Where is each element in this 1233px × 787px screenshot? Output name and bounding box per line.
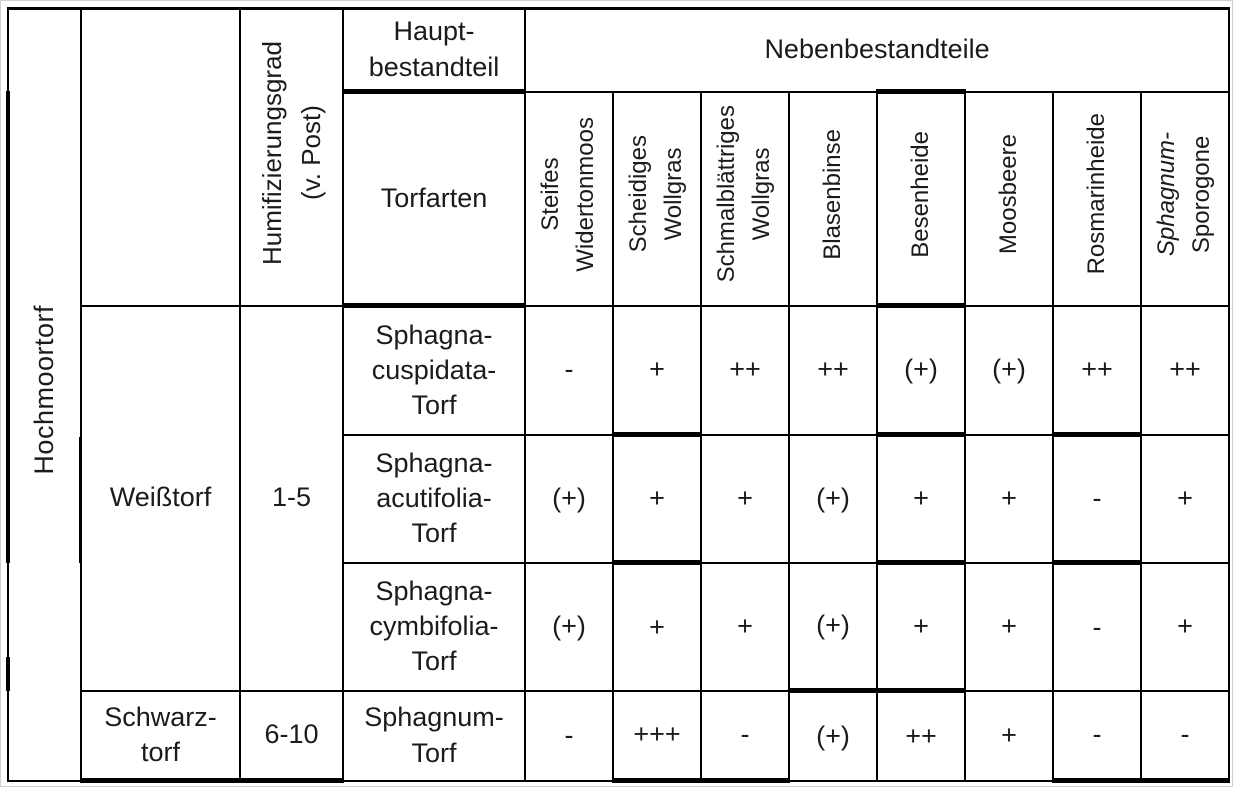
value-cell: (+) xyxy=(788,561,878,692)
value-cell: + xyxy=(1139,561,1231,692)
scan-artifact-bar xyxy=(6,657,10,691)
col-label-sphagnum-sporogone: Sphagnum- Sporogone xyxy=(1153,131,1216,256)
value-cell: (+) xyxy=(524,561,614,692)
peat-types-table: Hochmoortorf Humifizierungsgrad (v. Post)… xyxy=(7,7,1231,783)
value-cell: - xyxy=(700,689,790,783)
cell-torfart-sphagnum: Sphagnum- Torf xyxy=(342,689,526,782)
cell-col-besenheide: Besenheide xyxy=(876,89,966,308)
cell-col-blasenbinse: Blasenbinse xyxy=(788,90,878,307)
value-cell: + xyxy=(1139,433,1231,564)
cell-torfart-cymbifolia: Sphagna- cymbifolia- Torf xyxy=(342,561,526,692)
value-cell: ++ xyxy=(788,304,878,436)
cell-col-sphagnum-sporogone: Sphagnum- Sporogone xyxy=(1139,90,1231,307)
value-cell: (+) xyxy=(964,304,1054,436)
value-cell: (+) xyxy=(788,433,878,564)
col-label-blasenbinse: Blasenbinse xyxy=(818,128,846,260)
value-cell: + xyxy=(876,560,966,692)
value-cell: +++ xyxy=(612,689,702,783)
value-cell: + xyxy=(612,304,702,436)
col-label-scheidiges-wollgras: Scheidiges Wollgras xyxy=(625,135,687,253)
hochmoortorf-label: Hochmoortorf xyxy=(28,305,59,475)
cell-schwarztorf: Schwarz- torf xyxy=(80,689,241,783)
value-cell: + xyxy=(700,561,790,692)
cell-col-steifes-widertonmoos: Steifes Widertonmoos xyxy=(524,90,614,307)
cell-torfart-acutifolia: Sphagna- acutifolia- Torf xyxy=(342,433,526,564)
scan-artifact-bar xyxy=(79,437,82,563)
cell-hochmoortorf: Hochmoortorf xyxy=(7,7,82,782)
cell-col-scheidiges-wollgras: Scheidiges Wollgras xyxy=(612,90,702,307)
hauptbestandteil-line1: Haupt- xyxy=(393,16,475,47)
cell-empty-top xyxy=(80,7,241,307)
value-cell: (+) xyxy=(788,688,878,782)
value-cell: ++ xyxy=(700,304,790,436)
value-cell: + xyxy=(700,433,790,564)
cell-humification-header: Humifizierungsgrad (v. Post) xyxy=(239,7,344,307)
value-cell: + xyxy=(612,432,702,564)
value-cell: - xyxy=(1052,689,1142,783)
table-row: Schwarz- torf 6-10 Sphagnum- Torf - +++ … xyxy=(8,688,1231,783)
cell-nebenbestandteile-header: Nebenbestandteile xyxy=(523,7,1231,93)
hauptbestandteil-line2: bestandteil xyxy=(368,51,500,82)
value-cell: + xyxy=(964,689,1054,782)
cell-torfart-cuspidata: Sphagna- cuspidata- Torf xyxy=(342,304,526,436)
header-row-components: Torfarten Steifes Widertonmoos Scheidiges… xyxy=(8,89,1231,308)
value-cell: + xyxy=(876,432,966,564)
cell-humification-6-10: 6-10 xyxy=(239,689,344,783)
table-row: Sphagna- cymbifolia- Torf (+) + + (+) + … xyxy=(8,560,1231,692)
table-row: Sphagna- acutifolia- Torf (+) + + (+) + … xyxy=(8,432,1231,564)
value-cell: - xyxy=(1052,432,1142,564)
value-cell: (+) xyxy=(524,433,614,564)
value-cell: - xyxy=(524,304,614,436)
col-label-rosmarinheide: Rosmarinheide xyxy=(1082,113,1110,275)
cell-humification-1-5: 1-5 xyxy=(239,304,344,692)
col-label-besenheide: Besenheide xyxy=(906,130,934,258)
value-cell: ++ xyxy=(876,688,966,782)
value-cell: ++ xyxy=(1139,304,1231,436)
value-cell: - xyxy=(1052,560,1142,692)
cell-torfarten-header: Torfarten xyxy=(342,90,526,308)
value-cell: + xyxy=(964,433,1054,564)
col-label-schmalblaettriges-wollgras: Schmalblättriges Wollgras xyxy=(713,105,775,283)
col-label-moosbeere: Moosbeere xyxy=(994,133,1022,254)
humification-header-label: Humifizierungsgrad (v. Post) xyxy=(256,40,326,265)
cell-weisstorf: Weißtorf xyxy=(80,304,241,692)
value-cell: + xyxy=(612,560,702,692)
value-cell: - xyxy=(524,689,614,782)
col-label-steifes-widertonmoos: Steifes Widertonmoos xyxy=(537,116,599,272)
table-row: Weißtorf 1-5 Sphagna- cuspidata- Torf - … xyxy=(8,304,1231,692)
scan-artifact-bar xyxy=(6,91,10,563)
cell-col-schmalblaettriges-wollgras: Schmalblättriges Wollgras xyxy=(700,90,790,307)
cell-col-rosmarinheide: Rosmarinheide xyxy=(1052,90,1142,307)
value-cell: (+) xyxy=(876,304,966,436)
cell-hauptbestandteil-header: Haupt- bestandteil xyxy=(342,7,526,94)
value-cell: + xyxy=(964,561,1054,692)
value-cell: ++ xyxy=(1052,304,1142,436)
value-cell: - xyxy=(1139,689,1231,783)
cell-col-moosbeere: Moosbeere xyxy=(964,90,1054,307)
header-row-top: Hochmoortorf Humifizierungsgrad (v. Post)… xyxy=(7,7,1231,782)
